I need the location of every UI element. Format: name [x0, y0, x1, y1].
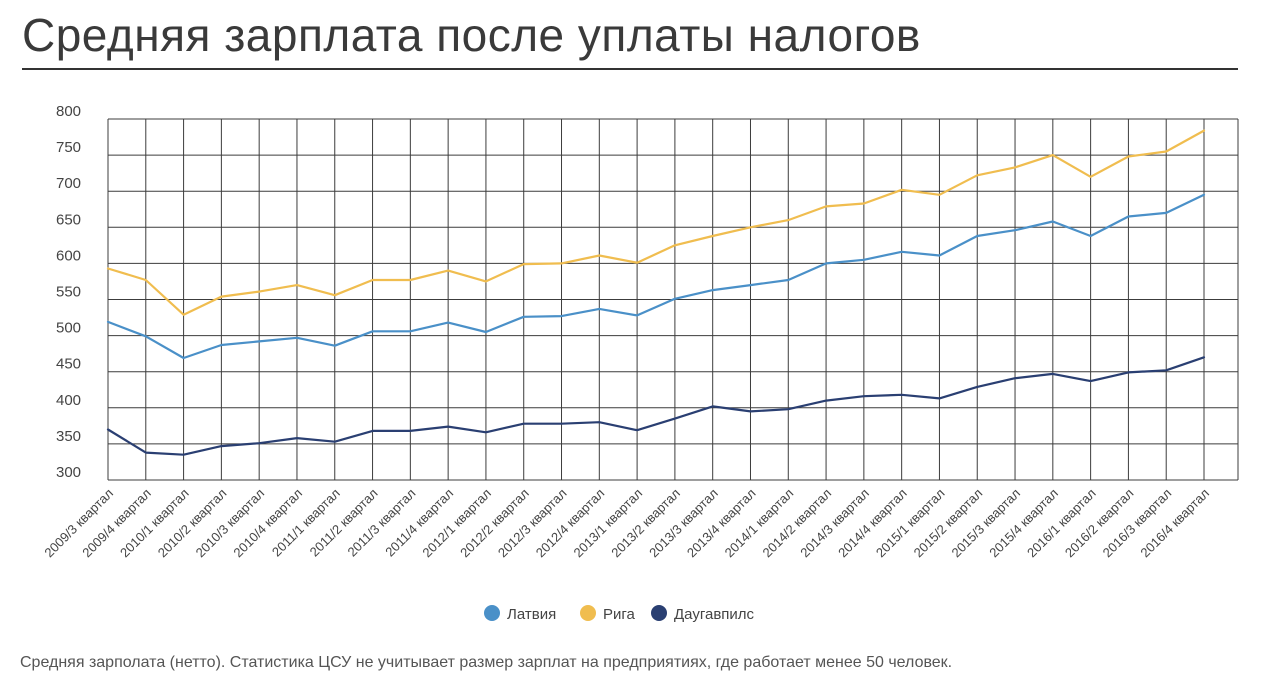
legend-label: Латвия: [507, 606, 556, 623]
series-lines: [106, 129, 1206, 456]
legend-item[interactable]: Латвия: [484, 605, 556, 623]
legend[interactable]: Латвия Рига Даугавпилс: [484, 605, 755, 623]
legend-item[interactable]: Даугавпилс: [651, 605, 755, 623]
legend-swatch: [651, 605, 667, 621]
y-tick-label: 400: [56, 392, 81, 409]
line-chart: 300 350 400 450 500 550 600 650 700 750 800 2009/3…: [41, 103, 1239, 623]
y-tick-label: 600: [56, 247, 81, 264]
x-tick-label: 2016/4 квартал: [1137, 486, 1212, 561]
legend-item[interactable]: Рига: [580, 605, 636, 623]
series-line: [106, 193, 1206, 360]
y-tick-label: 350: [56, 428, 81, 445]
legend-label: Рига: [603, 606, 636, 623]
y-tick-label: 650: [56, 211, 81, 228]
legend-swatch: [484, 605, 500, 621]
grid-lines: [107, 118, 1239, 481]
chart-title: Средняя зарплата после уплаты налогов: [22, 9, 921, 61]
y-tick-label: 700: [56, 175, 81, 192]
footnote: Средняя зарполата (нетто). Статистика ЦС…: [20, 654, 953, 671]
y-tick-label: 300: [56, 464, 81, 481]
legend-label: Даугавпилс: [674, 606, 755, 623]
legend-swatch: [580, 605, 596, 621]
y-axis-tick-labels: 300 350 400 450 500 550 600 650 700 750 800: [56, 103, 81, 481]
y-tick-label: 550: [56, 284, 81, 301]
series-line: [106, 129, 1206, 316]
series-line: [106, 356, 1206, 456]
y-tick-label: 800: [56, 103, 81, 120]
y-tick-label: 750: [56, 139, 81, 156]
title-underline: [22, 68, 1238, 70]
y-tick-label: 500: [56, 320, 81, 337]
y-tick-label: 450: [56, 356, 81, 373]
